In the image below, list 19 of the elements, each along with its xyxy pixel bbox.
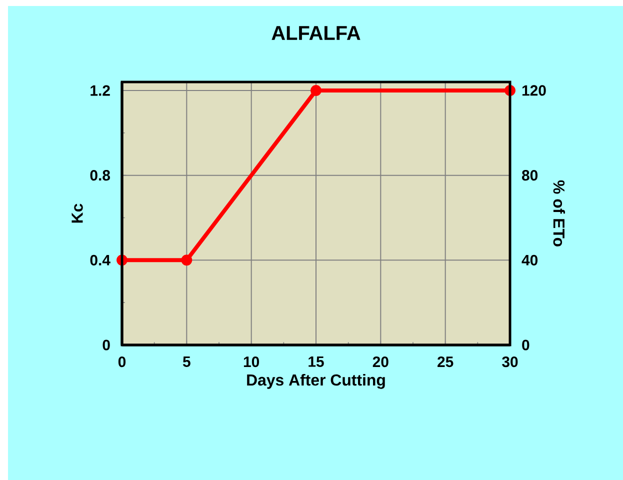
x-tick-label: 25 <box>438 356 454 368</box>
x-tick-label: 5 <box>182 356 190 367</box>
y2-tick-label: 80 <box>522 170 538 181</box>
y2-tick-label: 40 <box>522 254 538 266</box>
y-tick-label: 0.4 <box>90 254 110 266</box>
y-tick-label: 0.8 <box>90 170 110 181</box>
x-tick-label: 15 <box>308 356 324 367</box>
y2-axis-title: % of ETo <box>553 180 565 246</box>
y-tick-label: 1.2 <box>90 85 110 96</box>
x-tick-label: 30 <box>502 356 518 368</box>
y2-tick-label: 0 <box>522 340 530 350</box>
x-tick-label: 20 <box>372 356 388 368</box>
chart-title: ALFALFA <box>272 26 360 40</box>
y2-tick-label: 120 <box>522 85 546 96</box>
x-tick-label: 10 <box>244 356 260 368</box>
x-tick-label: 0 <box>118 356 126 368</box>
y-axis-title: Kc <box>72 204 83 223</box>
y-tick-label: 0 <box>102 340 110 350</box>
x-axis-title: Days After Cutting <box>247 374 385 389</box>
